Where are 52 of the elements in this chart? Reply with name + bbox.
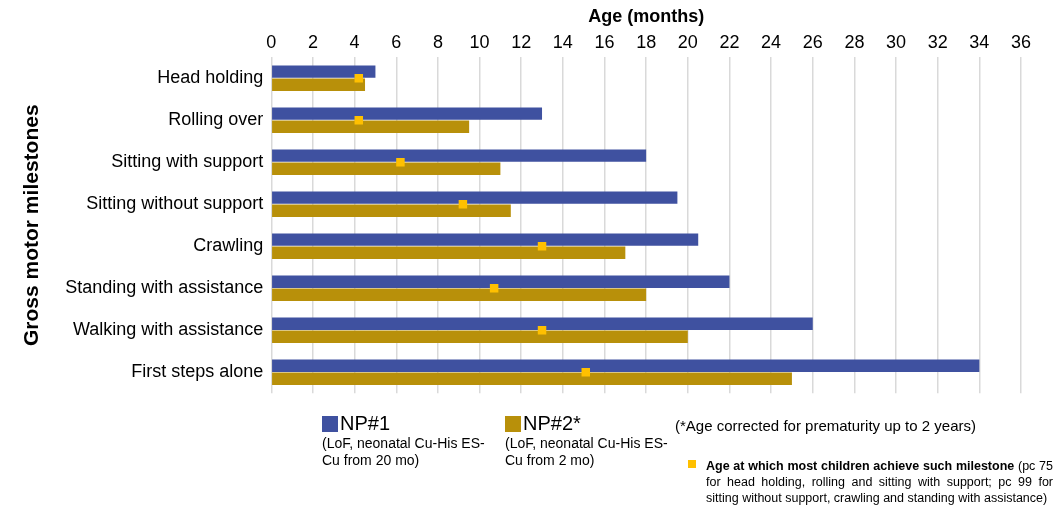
bar (272, 162, 501, 175)
x-tick-label: 26 (802, 32, 823, 53)
bar (272, 233, 699, 246)
bar (272, 288, 647, 301)
bar (272, 78, 366, 91)
y-tick-label: Sitting without support (86, 193, 264, 214)
x-tick-label: 36 (1010, 32, 1032, 53)
x-tick-label: 4 (349, 32, 360, 53)
x-tick-label: 16 (594, 32, 615, 53)
legend-label: Age at which most children achieve such milestone (706, 459, 1015, 473)
text: (LoF, neonatal Cu-His ES-Cu from 20 mo) (322, 435, 486, 469)
y-tick-label: Sitting with support (111, 151, 264, 172)
y-tick-label: Head holding (157, 67, 264, 88)
y-axis-title: Gross motor milestones (19, 104, 43, 346)
x-tick-label: 0 (266, 32, 277, 53)
bar (272, 149, 647, 162)
x-tick-label: 10 (469, 32, 490, 53)
y-tick-label: Crawling (193, 235, 264, 256)
x-tick-label: 8 (432, 32, 443, 53)
y-tick-label: Rolling over (168, 109, 264, 130)
bar (272, 330, 688, 343)
x-tick-label: 18 (636, 32, 657, 53)
x-tick-label: 24 (761, 32, 782, 53)
y-tick-label: Standing with assistance (65, 277, 264, 298)
x-tick-label: 6 (391, 32, 402, 53)
bar (272, 65, 376, 78)
bar (272, 120, 470, 133)
point (396, 157, 405, 167)
x-tick-label: 2 (307, 32, 318, 53)
text: (*Age corrected for prematurity up to 2 years) (675, 417, 976, 434)
bar (272, 372, 792, 385)
y-tick-label: First steps alone (131, 361, 264, 382)
x-tick-label: 34 (969, 32, 990, 53)
legend-label: NP#1 (340, 412, 391, 434)
text: (LoF, neonatal Cu-His ES-Cu from 2 mo) (505, 435, 669, 469)
bar (272, 246, 626, 259)
y-tick-label: Walking with assistance (72, 319, 264, 340)
x-axis-title: Age (months) (588, 5, 705, 26)
bar (272, 191, 678, 204)
x-tick-label: 28 (844, 32, 865, 53)
x-tick-label: 20 (677, 32, 698, 53)
x-tick-label: 32 (927, 32, 948, 53)
bar (272, 359, 980, 372)
x-tick-label: 14 (552, 32, 573, 53)
x-tick-label: 12 (511, 32, 532, 53)
legend-label: NP#2* (523, 412, 581, 434)
bar (272, 107, 543, 120)
bar (272, 204, 511, 217)
x-tick-label: 30 (886, 32, 907, 53)
x-tick-label: 22 (719, 32, 740, 53)
bar (272, 317, 813, 330)
bar (272, 275, 730, 288)
